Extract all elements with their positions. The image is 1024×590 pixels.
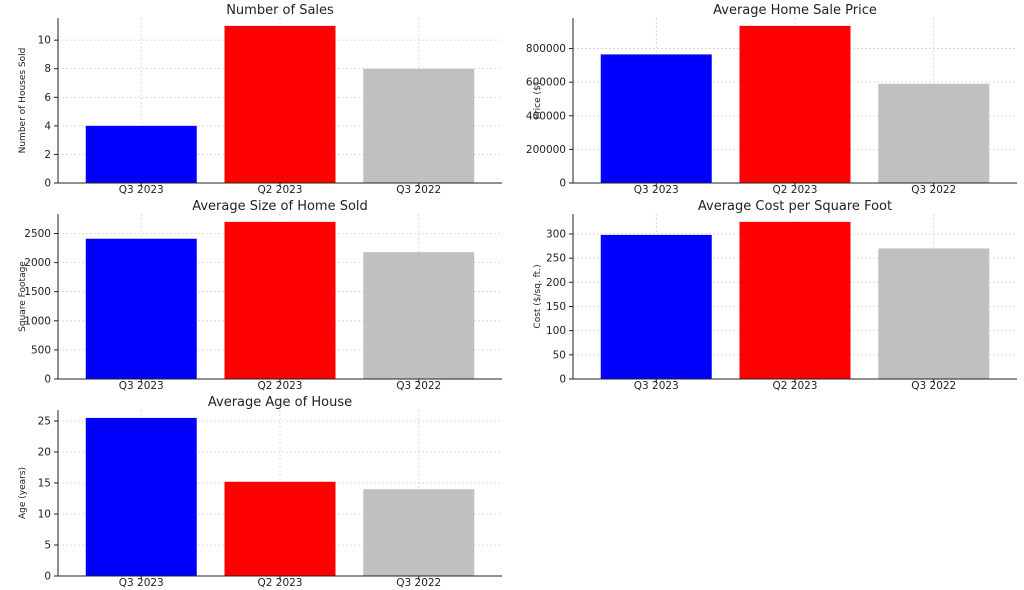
bar-q3-2023 <box>85 417 197 576</box>
ytick-label: 2 <box>44 149 51 161</box>
ytick-label: 0 <box>44 178 51 190</box>
ytick-label: 10 <box>38 35 51 47</box>
chart-title: Average Cost per Square Foot <box>698 199 892 214</box>
xtick-label: Q3 2023 <box>119 577 164 589</box>
bar-q3-2023 <box>85 238 197 379</box>
bar-q3-2023 <box>600 234 712 379</box>
xtick-label: Q2 2023 <box>772 184 817 196</box>
ytick-label: 25 <box>38 416 51 428</box>
bar-q2-2023 <box>224 221 336 379</box>
y-axis-label: Cost ($/sq. ft.) <box>533 264 543 328</box>
bar-q2-2023 <box>739 221 851 379</box>
y-axis-label: Square Footage <box>18 261 28 332</box>
chart-avg-cost-sqft: 0 50 100 150 200 250 300 Q3 2023 Q2 2023 Q3 2022 A… <box>533 199 1017 392</box>
chart-title: Number of Sales <box>226 3 334 18</box>
chart-number-of-sales: 0 2 4 6 8 10 Q3 2023 Q2 2023 Q3 2022 Number of Sa… <box>18 3 502 196</box>
ytick-label: 300 <box>546 228 566 240</box>
ytick-label: 250 <box>546 253 566 265</box>
y-axis-label: Age (years) <box>18 467 28 519</box>
ytick-label: 5 <box>44 540 51 552</box>
chart-avg-sale-price: 0 200000 400000 600000 800000 Q3 2023 Q2 2023 Q… <box>526 3 1017 196</box>
ytick-label: 200 <box>546 277 566 289</box>
ytick-label: 400000 <box>526 110 566 122</box>
ytick-label: 0 <box>44 374 51 386</box>
bar-q2-2023 <box>224 481 336 576</box>
chart-title: Average Age of House <box>208 395 352 410</box>
ytick-label: 0 <box>44 571 51 583</box>
xtick-label: Q3 2022 <box>396 184 441 196</box>
ytick-label: 20 <box>38 447 51 459</box>
xtick-label: Q2 2023 <box>257 184 302 196</box>
chart-avg-size: 0 500 1000 1500 2000 2500 Q3 2023 Q2 2023 Q3 202… <box>18 199 502 392</box>
ytick-label: 1500 <box>24 286 51 298</box>
xtick-label: Q3 2023 <box>119 380 164 392</box>
ytick-label: 4 <box>44 120 51 132</box>
ytick-label: 2000 <box>24 257 51 269</box>
y-axis-label: Price ($) <box>533 82 543 120</box>
bar-q3-2022 <box>878 248 990 379</box>
ytick-label: 150 <box>546 301 566 313</box>
bar-q3-2022 <box>363 489 475 576</box>
bar-q3-2022 <box>878 83 990 183</box>
bar-q3-2022 <box>363 252 475 379</box>
bar-q2-2023 <box>739 25 851 183</box>
chart-title: Average Size of Home Sold <box>192 199 368 214</box>
ytick-label: 6 <box>44 92 51 104</box>
ytick-label: 200000 <box>526 144 566 156</box>
chart-avg-age: 0 5 10 15 20 25 Q3 2023 Q2 2023 Q3 2022 Average A… <box>18 395 502 589</box>
bar-q3-2022 <box>363 68 475 183</box>
xtick-label: Q3 2023 <box>634 184 679 196</box>
ytick-label: 0 <box>559 178 566 190</box>
ytick-label: 15 <box>38 478 51 490</box>
xtick-label: Q3 2022 <box>911 184 956 196</box>
y-axis-label: Number of Houses Sold <box>18 48 28 154</box>
xtick-label: Q3 2023 <box>119 184 164 196</box>
xtick-label: Q3 2022 <box>396 380 441 392</box>
xtick-label: Q2 2023 <box>772 380 817 392</box>
xtick-label: Q3 2022 <box>911 380 956 392</box>
ytick-label: 50 <box>553 349 566 361</box>
ytick-label: 500 <box>31 344 51 356</box>
bar-q3-2023 <box>600 54 712 183</box>
ytick-label: 2500 <box>24 228 51 240</box>
bar-q3-2023 <box>85 125 197 183</box>
ytick-label: 600000 <box>526 77 566 89</box>
ytick-label: 10 <box>38 509 51 521</box>
xtick-label: Q3 2022 <box>396 577 441 589</box>
bar-q2-2023 <box>224 25 336 183</box>
xtick-label: Q2 2023 <box>257 380 302 392</box>
ytick-label: 100 <box>546 325 566 337</box>
ytick-label: 0 <box>559 374 566 386</box>
xtick-label: Q2 2023 <box>257 577 302 589</box>
xtick-label: Q3 2023 <box>634 380 679 392</box>
ytick-label: 800000 <box>526 43 566 55</box>
ytick-label: 1000 <box>24 315 51 327</box>
chart-title: Average Home Sale Price <box>713 3 877 18</box>
ytick-label: 8 <box>44 63 51 75</box>
